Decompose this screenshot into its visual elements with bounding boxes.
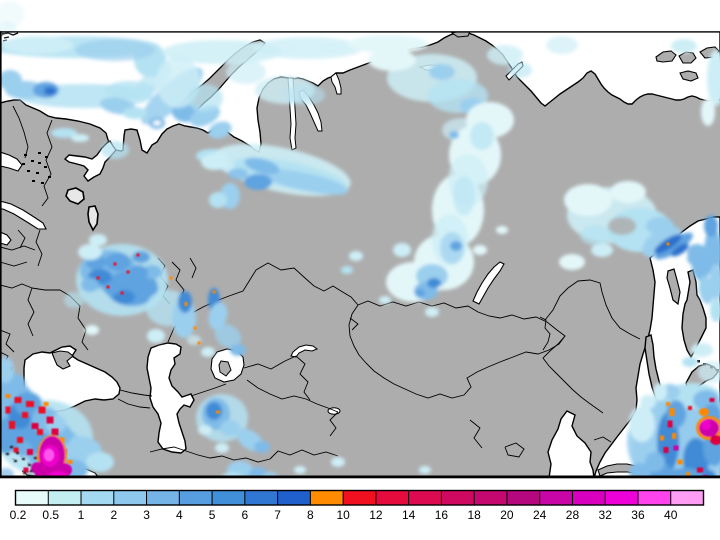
svg-text:12: 12: [369, 508, 383, 522]
svg-text:18: 18: [467, 508, 481, 522]
svg-text:16: 16: [435, 508, 449, 522]
svg-text:10: 10: [336, 508, 350, 522]
svg-text:0.2: 0.2: [10, 508, 27, 522]
svg-text:6: 6: [241, 508, 248, 522]
svg-text:1: 1: [78, 508, 85, 522]
svg-text:32: 32: [599, 508, 613, 522]
svg-text:4: 4: [176, 508, 183, 522]
svg-text:28: 28: [566, 508, 580, 522]
svg-text:36: 36: [631, 508, 645, 522]
svg-text:20: 20: [500, 508, 514, 522]
svg-text:8: 8: [307, 508, 314, 522]
svg-text:0.5: 0.5: [42, 508, 59, 522]
svg-text:3: 3: [143, 508, 150, 522]
svg-text:40: 40: [664, 508, 678, 522]
svg-text:5: 5: [209, 508, 216, 522]
svg-text:2: 2: [110, 508, 117, 522]
svg-text:14: 14: [402, 508, 416, 522]
svg-text:24: 24: [533, 508, 547, 522]
svg-text:7: 7: [274, 508, 281, 522]
